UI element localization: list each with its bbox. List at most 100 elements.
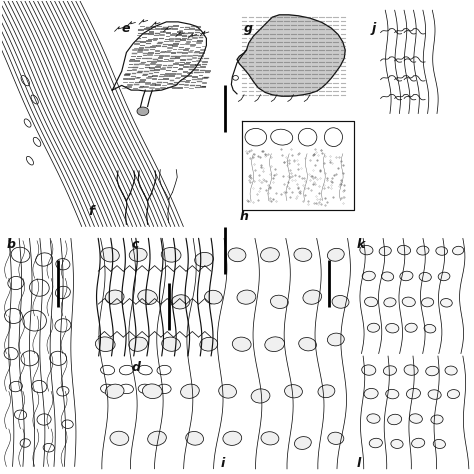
Ellipse shape [265, 337, 284, 352]
Ellipse shape [37, 414, 51, 425]
Ellipse shape [261, 432, 279, 445]
Ellipse shape [328, 333, 344, 346]
Ellipse shape [181, 384, 199, 399]
Ellipse shape [424, 324, 436, 333]
Ellipse shape [419, 273, 431, 282]
Ellipse shape [383, 366, 396, 375]
Ellipse shape [400, 271, 413, 281]
Ellipse shape [328, 432, 344, 445]
Ellipse shape [324, 128, 343, 146]
Ellipse shape [436, 247, 447, 255]
Ellipse shape [299, 337, 317, 351]
Ellipse shape [32, 381, 47, 392]
Ellipse shape [100, 247, 119, 262]
Text: k: k [357, 238, 365, 251]
Ellipse shape [426, 366, 439, 376]
Ellipse shape [233, 75, 238, 80]
Ellipse shape [119, 384, 134, 393]
Polygon shape [237, 15, 345, 96]
Ellipse shape [303, 290, 322, 304]
Ellipse shape [138, 365, 152, 375]
Text: l: l [357, 457, 361, 470]
Ellipse shape [440, 299, 452, 307]
Ellipse shape [43, 444, 55, 452]
Ellipse shape [386, 389, 399, 399]
Ellipse shape [360, 246, 373, 255]
Ellipse shape [29, 279, 49, 296]
Ellipse shape [23, 310, 46, 331]
Text: g: g [244, 22, 253, 35]
Ellipse shape [365, 297, 378, 307]
Ellipse shape [271, 295, 288, 309]
Text: i: i [220, 457, 225, 470]
Ellipse shape [405, 323, 417, 332]
Ellipse shape [332, 295, 349, 308]
Ellipse shape [24, 119, 31, 127]
Ellipse shape [404, 365, 418, 375]
Ellipse shape [129, 337, 147, 351]
Ellipse shape [411, 438, 425, 448]
Ellipse shape [157, 365, 171, 375]
Ellipse shape [62, 420, 73, 428]
Ellipse shape [105, 290, 124, 304]
Ellipse shape [95, 337, 115, 352]
Ellipse shape [284, 384, 302, 398]
Ellipse shape [362, 365, 376, 375]
Ellipse shape [251, 389, 270, 403]
Ellipse shape [138, 290, 157, 304]
Ellipse shape [237, 290, 256, 304]
Ellipse shape [21, 351, 39, 366]
Ellipse shape [142, 384, 162, 399]
Ellipse shape [398, 246, 410, 255]
Text: d: d [131, 361, 140, 374]
Ellipse shape [50, 351, 67, 365]
Ellipse shape [9, 382, 22, 392]
Ellipse shape [161, 247, 181, 262]
Ellipse shape [298, 128, 317, 146]
Ellipse shape [195, 252, 213, 266]
Ellipse shape [318, 385, 335, 398]
Ellipse shape [421, 298, 434, 307]
Ellipse shape [119, 365, 134, 375]
Ellipse shape [36, 253, 53, 266]
Ellipse shape [200, 337, 218, 351]
Ellipse shape [56, 258, 70, 270]
Ellipse shape [438, 272, 450, 281]
Ellipse shape [100, 384, 115, 393]
Ellipse shape [137, 107, 149, 116]
Ellipse shape [27, 156, 34, 165]
Ellipse shape [379, 246, 392, 255]
Ellipse shape [232, 337, 251, 351]
Ellipse shape [55, 319, 71, 332]
Ellipse shape [367, 323, 380, 332]
Ellipse shape [245, 128, 266, 146]
Ellipse shape [57, 386, 69, 396]
Ellipse shape [205, 290, 222, 304]
Ellipse shape [157, 384, 171, 393]
Ellipse shape [431, 415, 443, 424]
Ellipse shape [138, 384, 152, 393]
Ellipse shape [33, 137, 41, 146]
Ellipse shape [8, 276, 24, 290]
Ellipse shape [20, 439, 30, 447]
Ellipse shape [186, 431, 203, 445]
Ellipse shape [219, 384, 237, 398]
Text: b: b [7, 238, 16, 251]
Ellipse shape [129, 248, 147, 261]
Ellipse shape [223, 431, 242, 446]
Ellipse shape [294, 248, 312, 261]
Text: c: c [131, 238, 138, 251]
Ellipse shape [105, 384, 124, 398]
Ellipse shape [409, 414, 422, 423]
Ellipse shape [4, 347, 18, 360]
Ellipse shape [447, 390, 460, 399]
Ellipse shape [382, 272, 394, 281]
Ellipse shape [110, 431, 129, 446]
Text: h: h [239, 210, 248, 223]
Ellipse shape [55, 286, 70, 299]
Ellipse shape [328, 248, 344, 261]
Ellipse shape [14, 410, 27, 419]
Ellipse shape [453, 246, 464, 255]
Ellipse shape [445, 366, 457, 375]
Ellipse shape [100, 365, 115, 375]
